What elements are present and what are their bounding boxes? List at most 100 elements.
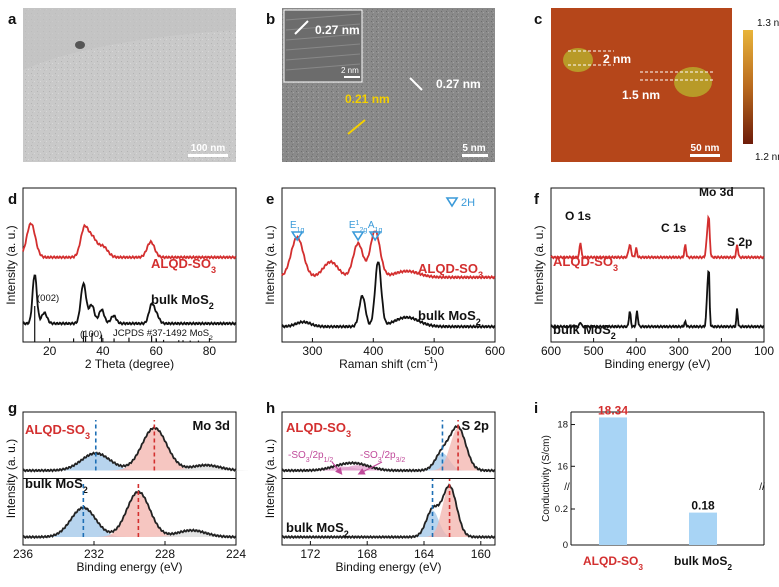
x-axis-label-f: Binding energy (eV) xyxy=(604,357,710,371)
y-axis-label-d: Intensity (a. u.) xyxy=(4,225,18,304)
series-label-d-1-part: 2 xyxy=(209,301,214,311)
conductivity-bar-1 xyxy=(689,512,717,545)
axis-break-left: // xyxy=(564,482,570,493)
core-level-title: S 2p xyxy=(462,418,490,433)
series-label-f-0-part: 3 xyxy=(613,263,618,273)
x-axis-label-e-part: -1 xyxy=(426,355,434,365)
series-label-h-0: ALQD-SO3 xyxy=(286,420,351,439)
x-axis-label-g: Binding energy (eV) xyxy=(76,560,182,574)
series-label-h-1: bulk MoS2 xyxy=(286,520,349,539)
series-label-f-0-part: ALQD-SO xyxy=(553,254,613,269)
x-tick-label-e: 600 xyxy=(485,344,505,358)
afm-particle-2 xyxy=(674,67,712,97)
sulfonate-peak-label-part: 1/2 xyxy=(324,457,334,464)
plot-frame-e xyxy=(281,187,496,343)
x-tick-label-h: 168 xyxy=(357,547,377,561)
sulfonate-peak-label-part: 3 xyxy=(306,457,310,464)
x-tick-label-d: 20 xyxy=(43,344,57,358)
series-label-f-1-part: 2 xyxy=(611,331,616,341)
x-tick-label-f: 300 xyxy=(669,344,689,358)
raman-mode-marker xyxy=(351,231,365,242)
x-axis-label-d: 2 Theta (degree) xyxy=(85,357,174,371)
xps-peak-label: C 1s xyxy=(661,221,687,235)
sulfonate-peak-label-part: /2p xyxy=(310,450,324,461)
charts-layer: 20 40 60 802 Theta (degree)Intensity (a. u.… xyxy=(4,185,774,574)
hkl-label-002: (002) xyxy=(37,293,59,304)
x-tick-label-g: 232 xyxy=(84,547,104,561)
panel-a-letter: a xyxy=(8,11,17,28)
series-label-d-0-part: ALQD-SO xyxy=(151,256,211,271)
y-axis-label-g: Intensity (a. u.) xyxy=(4,439,18,518)
raman-mode-label-part: 2g xyxy=(359,227,367,234)
y-tick-label-i: 18 xyxy=(557,420,568,431)
series-label-g-0-part: ALQD-SO xyxy=(25,422,85,437)
sulfonate-arrow xyxy=(331,461,343,475)
x-tick-label-h: 160 xyxy=(471,547,491,561)
inset-scale-label-b: 2 nm xyxy=(341,66,359,75)
series-label-e-0-part: 3 xyxy=(478,270,483,280)
series-label-g-1-part: bulk MoS xyxy=(25,476,83,491)
series-label-h-0-part: 3 xyxy=(346,429,351,439)
x-tick-label-d: 80 xyxy=(203,344,217,358)
tem-image-a-region xyxy=(23,8,236,70)
x-tick-label-h: 172 xyxy=(300,547,320,561)
xps-peak-label: Mo 3d xyxy=(699,185,734,199)
tem-image-a-particle xyxy=(75,41,85,49)
axis-break-right: // xyxy=(759,482,765,493)
sulfonate-peak-label: -SO3/2p1/2 xyxy=(288,450,333,464)
x-axis-label-e-part: Raman shift (cm xyxy=(339,357,426,371)
fit-peak-h xyxy=(307,465,410,471)
raman-mode-label: E1g xyxy=(290,220,305,234)
hrtem-inset-b xyxy=(283,9,363,83)
series-label-h-1-part: 2 xyxy=(344,529,349,539)
raman-mode-label-part: 1g xyxy=(375,227,383,234)
inset-scale-bar-b xyxy=(344,76,360,78)
series-label-g-1-part: 2 xyxy=(83,485,88,495)
xps-peak-label: O 1s xyxy=(565,209,591,223)
scale-bar-c-label: 50 nm xyxy=(691,143,720,154)
x-tick-label-h: 164 xyxy=(414,547,434,561)
y-tick-label-i: 0.2 xyxy=(555,504,568,515)
fit-peak-g xyxy=(149,465,263,471)
series-label-h-0-part: ALQD-SO xyxy=(286,420,346,435)
reference-label-d: JCPDS #37-1492 MoS2 xyxy=(113,328,213,342)
bar-category-label-part: 3 xyxy=(638,562,643,572)
x-tick-label-f: 100 xyxy=(754,344,774,358)
panel-c: c 2 nm 1.5 nm 50 nm 1.3 nm 1.2 nm xyxy=(534,8,779,163)
spacing-marker-b2 xyxy=(409,77,423,91)
bar-category-label-part: bulk MoS xyxy=(674,554,727,568)
raman-mode-label-part: E xyxy=(349,220,356,231)
series-label-e-1-part: bulk MoS xyxy=(418,308,476,323)
series-line-f-1 xyxy=(550,269,765,329)
series-line-h-1 xyxy=(281,483,496,540)
scale-bar-c xyxy=(690,154,720,157)
series-line-d-0 xyxy=(22,221,237,260)
series-line-e-1 xyxy=(281,261,496,330)
afm-height-label-1: 2 nm xyxy=(603,52,631,66)
series-label-e-0-part: ALQD-SO xyxy=(418,261,478,276)
panel-a: a 100 nm xyxy=(8,8,236,162)
bar-category-label-part: 2 xyxy=(727,562,732,572)
series-label-e-0: ALQD-SO3 xyxy=(418,261,483,280)
x-tick-label-f: 200 xyxy=(711,344,731,358)
afm-height-markers xyxy=(568,50,715,81)
sulfonate-arrow xyxy=(357,461,383,475)
raman-mode-marker xyxy=(368,231,382,242)
reference-label-d-part: 2 xyxy=(209,335,213,342)
raman-mode-label-part: 1 xyxy=(356,220,360,227)
series-line-h-0 xyxy=(281,424,496,473)
raman-mode-label: E12g xyxy=(349,220,367,234)
scale-bar-b xyxy=(462,154,488,157)
bar-value-label: 18.34 xyxy=(598,403,628,417)
panel-e-letter: e xyxy=(266,191,274,208)
x-axis-label-e-part: ) xyxy=(434,357,438,371)
series-label-g-0: ALQD-SO3 xyxy=(25,422,90,441)
bar-value-label: 0.18 xyxy=(691,499,715,513)
panel-i-letter: i xyxy=(534,400,538,417)
afm-particle-1 xyxy=(563,48,593,72)
y-axis-label-e: Intensity (a. u.) xyxy=(263,225,277,304)
x-tick-label-f: 400 xyxy=(626,344,646,358)
sulfonate-peak-label-part: /2p xyxy=(382,450,396,461)
x-tick-label-d: 40 xyxy=(96,344,110,358)
